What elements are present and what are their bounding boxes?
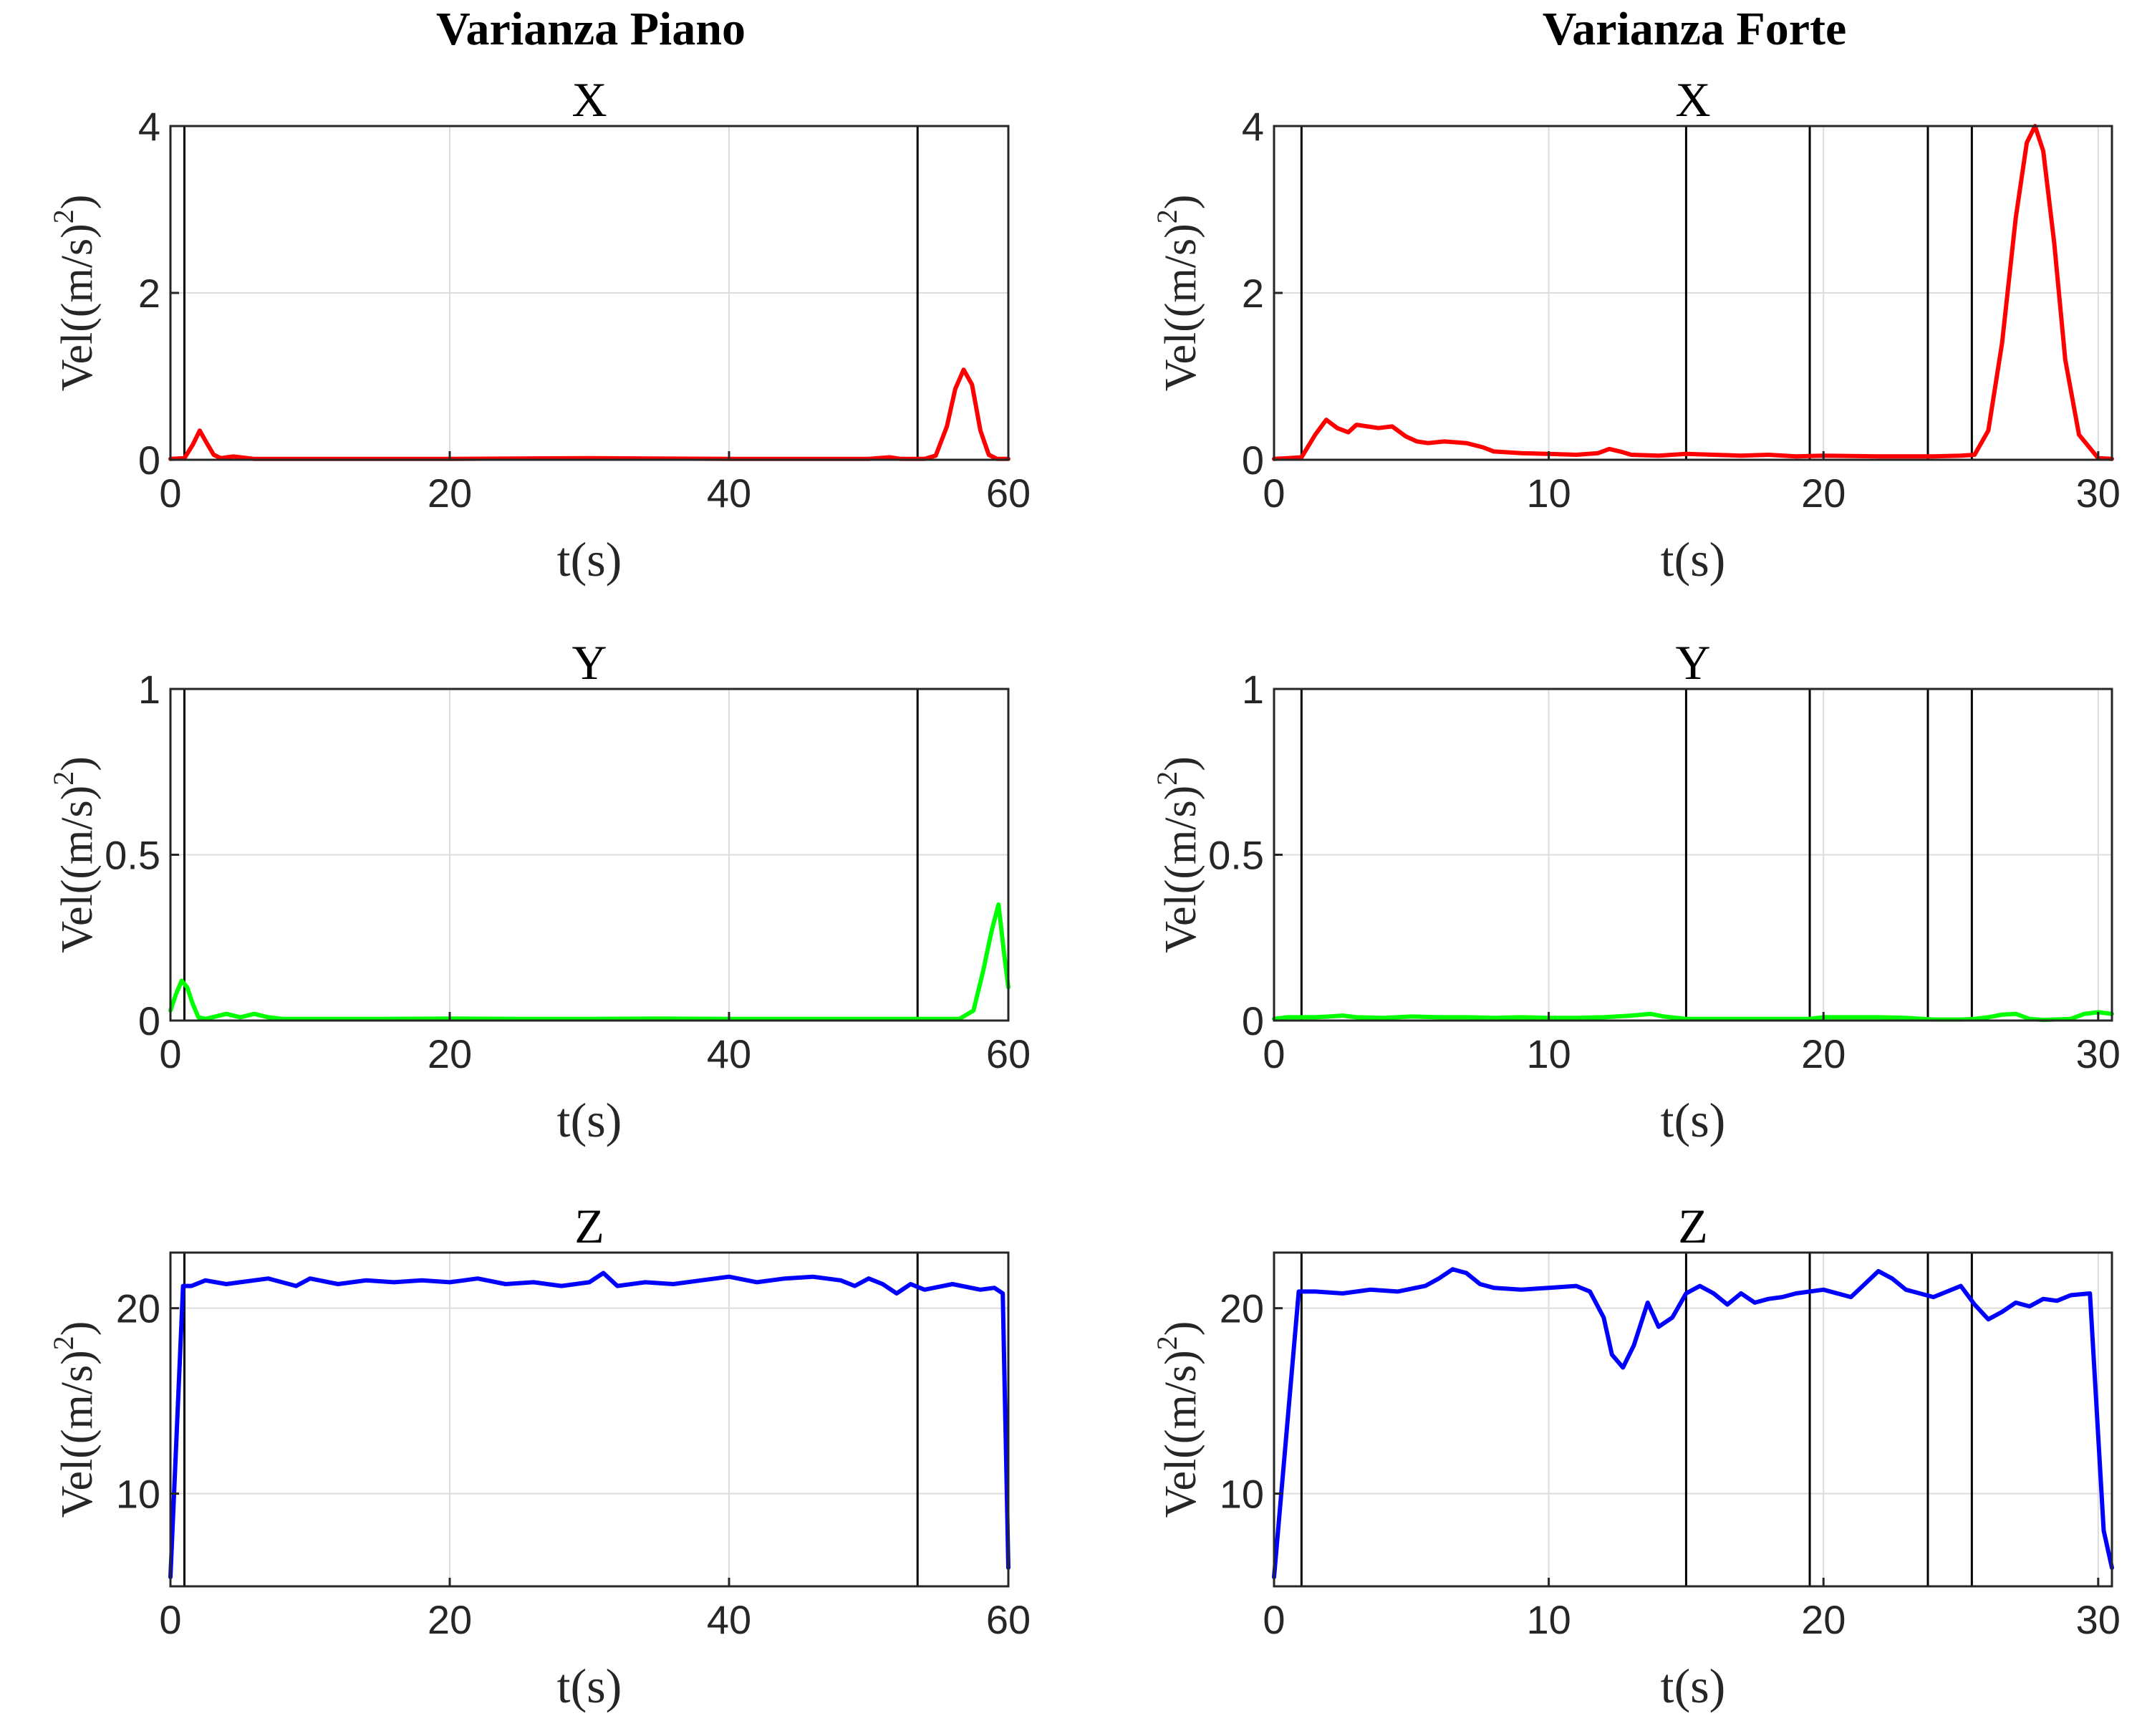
series-line xyxy=(1272,124,2114,461)
x-tick-label: 0 xyxy=(159,1031,181,1076)
y-tick-label: 2 xyxy=(138,271,160,316)
y-axis-label-tail: ) xyxy=(1157,1321,1205,1336)
x-tick-label: 20 xyxy=(428,1031,472,1076)
x-tick-label: 0 xyxy=(1263,1597,1285,1642)
axes-box xyxy=(169,1251,1010,1588)
x-tick-label: 20 xyxy=(1801,1031,1846,1076)
y-tick-label: 0 xyxy=(138,438,160,483)
x-tick-label: 60 xyxy=(986,1031,1031,1076)
x-tick-label: 10 xyxy=(1526,471,1571,516)
x-tick-label: 0 xyxy=(159,471,181,516)
y-axis-label: Vel((m/s)2) xyxy=(1151,756,1205,953)
subplot-title: X xyxy=(1675,72,1710,127)
y-axis-label-main: Vel((m/s) xyxy=(53,223,102,391)
subplot-4: 0 10 20 30 0 0.5 1 Yt(s) Vel((m/s)2) xyxy=(1151,635,2121,1147)
y-tick-label: 1 xyxy=(138,667,160,712)
y-axis-label-main: Vel((m/s) xyxy=(1157,223,1205,391)
subplot-title: X xyxy=(571,72,607,127)
y-axis-label-main: Vel((m/s) xyxy=(1157,786,1205,953)
subplot-5: 0 20 40 60 10 20 Zt(s) Vel((m/s)2) xyxy=(47,1199,1031,1713)
y-axis-label-tail: ) xyxy=(53,756,102,771)
y-tick-label: 1 xyxy=(1242,667,1264,712)
x-tick-label: 10 xyxy=(1526,1597,1571,1642)
y-axis-label-superscript: 2 xyxy=(47,771,79,786)
y-axis-label-superscript: 2 xyxy=(1151,1336,1183,1350)
x-tick-label: 60 xyxy=(986,471,1031,516)
x-tick-label: 20 xyxy=(428,471,472,516)
x-tick-label: 20 xyxy=(1801,1597,1846,1642)
y-axis-label-superscript: 2 xyxy=(1151,209,1183,223)
y-tick-label: 0 xyxy=(1242,438,1264,483)
y-axis-label: Vel((m/s)2) xyxy=(1151,195,1205,392)
x-axis-label: t(s) xyxy=(557,1093,622,1147)
x-tick-label: 0 xyxy=(159,1597,181,1642)
x-tick-label: 30 xyxy=(2076,1031,2121,1076)
y-axis-label-tail: ) xyxy=(53,1321,102,1336)
y-tick-label: 4 xyxy=(138,104,160,149)
series-line xyxy=(168,902,1010,1021)
subplot-title: Y xyxy=(1675,635,1710,690)
plot-area xyxy=(1274,1253,2112,1586)
x-tick-label: 10 xyxy=(1526,1031,1571,1076)
x-tick-label: 20 xyxy=(1801,471,1846,516)
x-tick-label: 40 xyxy=(707,1597,751,1642)
y-axis-label-main: Vel((m/s) xyxy=(53,1350,102,1518)
y-axis-label-main: Vel((m/s) xyxy=(1157,1350,1205,1518)
y-tick-label: 2 xyxy=(1242,271,1264,316)
column-title-right: Varianza Forte xyxy=(1543,3,1847,55)
subplot-3: 0 20 40 60 0 0.5 1 Yt(s) Vel((m/s)2) xyxy=(47,635,1031,1147)
y-tick-label: 0.5 xyxy=(105,833,160,878)
y-axis-label-tail: ) xyxy=(53,195,102,210)
x-tick-label: 0 xyxy=(1263,471,1285,516)
y-axis-label-tail: ) xyxy=(1157,756,1205,771)
x-tick-label: 0 xyxy=(1263,1031,1285,1076)
x-axis-label: t(s) xyxy=(557,532,622,587)
y-tick-label: 20 xyxy=(116,1286,160,1331)
y-tick-label: 10 xyxy=(116,1472,160,1517)
series-line xyxy=(168,1270,1010,1580)
subplot-title: Z xyxy=(1678,1199,1708,1253)
x-tick-label: 20 xyxy=(428,1597,472,1642)
x-axis-label: t(s) xyxy=(557,1659,622,1713)
x-tick-label: 30 xyxy=(2076,1597,2121,1642)
y-axis-label-superscript: 2 xyxy=(47,1336,79,1350)
series-line xyxy=(1272,1267,2114,1580)
y-axis-label: Vel((m/s)2) xyxy=(47,195,102,392)
x-axis-label: t(s) xyxy=(1661,532,1726,587)
y-axis-label-main: Vel((m/s) xyxy=(53,786,102,953)
y-axis-label-tail: ) xyxy=(1157,195,1205,210)
x-axis-label: t(s) xyxy=(1661,1093,1726,1147)
subplot-title: Z xyxy=(574,1199,604,1253)
y-tick-label: 10 xyxy=(1220,1472,1264,1517)
plot-area xyxy=(170,1253,1008,1586)
subplot-6: 0 10 20 30 10 20 Zt(s) Vel((m/s)2) xyxy=(1151,1199,2121,1713)
x-axis-label: t(s) xyxy=(1661,1659,1726,1713)
y-tick-label: 0.5 xyxy=(1208,833,1264,878)
x-tick-label: 40 xyxy=(707,471,751,516)
y-axis-label: Vel((m/s)2) xyxy=(47,756,102,953)
axes-box xyxy=(1273,1251,2113,1588)
subplot-title: Y xyxy=(571,635,607,690)
x-tick-label: 30 xyxy=(2076,471,2121,516)
y-tick-label: 4 xyxy=(1242,104,1264,149)
y-tick-label: 20 xyxy=(1220,1286,1264,1331)
y-tick-label: 0 xyxy=(138,998,160,1043)
column-title-left: Varianza Piano xyxy=(436,3,746,55)
y-tick-label: 0 xyxy=(1242,998,1264,1043)
y-axis-label-superscript: 2 xyxy=(1151,771,1183,786)
y-axis-label-superscript: 2 xyxy=(47,209,79,223)
series-line xyxy=(1272,1010,2114,1023)
x-tick-label: 60 xyxy=(986,1597,1031,1642)
y-axis-label: Vel((m/s)2) xyxy=(1151,1321,1205,1518)
y-axis-label: Vel((m/s)2) xyxy=(47,1321,102,1518)
x-tick-label: 40 xyxy=(707,1031,751,1076)
